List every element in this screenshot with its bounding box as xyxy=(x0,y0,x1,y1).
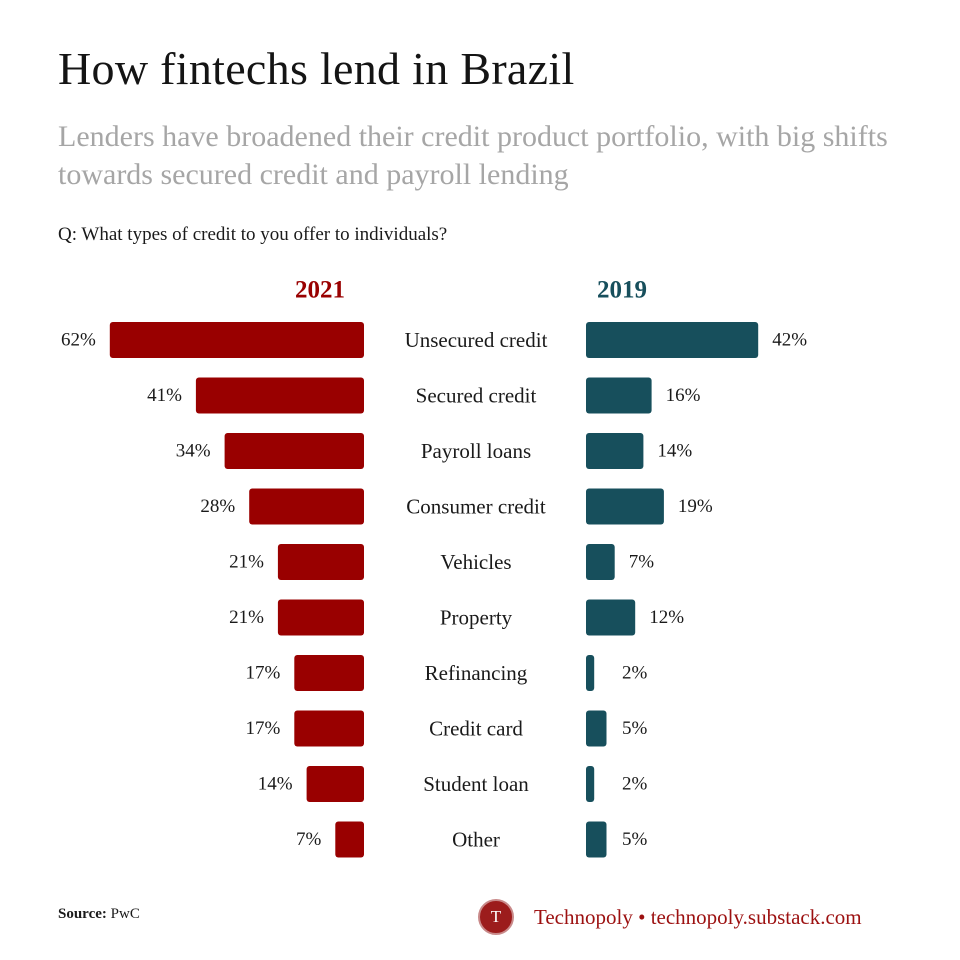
survey-question: Q: What types of credit to you offer to … xyxy=(58,224,448,245)
source-value: PwC xyxy=(110,906,140,922)
category-label-payroll-loans: Payroll loans xyxy=(421,439,531,463)
bar-2019-vehicles xyxy=(586,544,615,580)
value-label-2021-secured-credit: 41% xyxy=(147,385,182,406)
value-label-2019-consumer-credit: 19% xyxy=(678,496,713,517)
category-label-unsecured-credit: Unsecured credit xyxy=(405,328,548,352)
brand-footer: T Technopoly • technopoly.substack.com xyxy=(478,898,862,936)
bar-2019-consumer-credit xyxy=(586,488,664,525)
bar-2021-secured-credit xyxy=(195,377,364,414)
technopoly-logo-icon: T xyxy=(478,899,514,935)
brand-text: Technopoly • technopoly.substack.com xyxy=(534,905,862,930)
value-label-2019-student-loan: 2% xyxy=(622,774,648,795)
category-label-student-loan: Student loan xyxy=(423,772,529,796)
value-label-2019-property: 12% xyxy=(649,607,684,628)
bar-2021-payroll-loans xyxy=(224,433,364,469)
value-label-2021-other: 7% xyxy=(296,829,322,850)
series-header-2021: 2021 xyxy=(295,277,345,304)
bar-2021-unsecured-credit xyxy=(109,322,364,358)
series-header-2019: 2019 xyxy=(597,277,647,304)
brand-separator: • xyxy=(638,904,646,929)
value-label-2019-payroll-loans: 14% xyxy=(657,441,692,462)
category-label-secured-credit: Secured credit xyxy=(416,384,537,408)
bar-2021-vehicles xyxy=(277,544,364,580)
value-label-2021-refinancing: 17% xyxy=(245,663,280,684)
bar-2021-consumer-credit xyxy=(249,488,364,525)
value-label-2019-other: 5% xyxy=(622,829,648,850)
value-label-2021-payroll-loans: 34% xyxy=(176,441,211,462)
butterfly-bar-chart: 2021 2019 62% Unsecured credit 42% 41% Secured… xyxy=(61,277,807,858)
source-note: Source: PwC xyxy=(58,906,140,923)
chart-subtitle: Lenders have broadened their credit prod… xyxy=(58,120,888,191)
value-label-2019-vehicles: 7% xyxy=(629,552,655,573)
value-label-2021-student-loan: 14% xyxy=(258,774,293,795)
value-label-2019-unsecured-credit: 42% xyxy=(772,330,807,351)
bar-2021-property xyxy=(277,599,364,636)
value-label-2019-credit-card: 5% xyxy=(622,718,648,739)
value-label-2021-consumer-credit: 28% xyxy=(200,496,235,517)
category-label-credit-card: Credit card xyxy=(429,717,523,741)
category-label-consumer-credit: Consumer credit xyxy=(406,495,546,519)
bar-2021-student-loan xyxy=(306,766,364,802)
value-label-2019-secured-credit: 16% xyxy=(666,385,701,406)
category-label-other: Other xyxy=(452,828,500,852)
chart-title: How fintechs lend in Brazil xyxy=(58,43,575,94)
bar-2019-refinancing xyxy=(586,655,595,691)
source-label: Source: xyxy=(58,906,107,922)
brand-name: Technopoly xyxy=(534,904,633,929)
bar-2021-credit-card xyxy=(294,710,364,747)
category-label-refinancing: Refinancing xyxy=(425,661,528,685)
bar-2019-student-loan xyxy=(586,766,595,802)
value-label-2021-property: 21% xyxy=(229,607,264,628)
bar-2019-payroll-loans xyxy=(586,433,644,469)
value-label-2021-credit-card: 17% xyxy=(245,718,280,739)
brand-url: technopoly.substack.com xyxy=(650,904,862,929)
bar-2019-secured-credit xyxy=(586,377,652,414)
bar-2019-unsecured-credit xyxy=(586,322,759,358)
category-label-vehicles: Vehicles xyxy=(440,550,511,574)
bar-2021-other xyxy=(335,821,364,858)
value-label-2019-refinancing: 2% xyxy=(622,663,648,684)
value-label-2021-unsecured-credit: 62% xyxy=(61,330,96,351)
category-label-property: Property xyxy=(440,606,513,630)
value-label-2021-vehicles: 21% xyxy=(229,552,264,573)
bar-2019-other xyxy=(586,821,607,858)
bar-2019-credit-card xyxy=(586,710,607,747)
bar-2019-property xyxy=(586,599,636,636)
logo-letter: T xyxy=(490,907,502,926)
bar-2021-refinancing xyxy=(294,655,364,691)
